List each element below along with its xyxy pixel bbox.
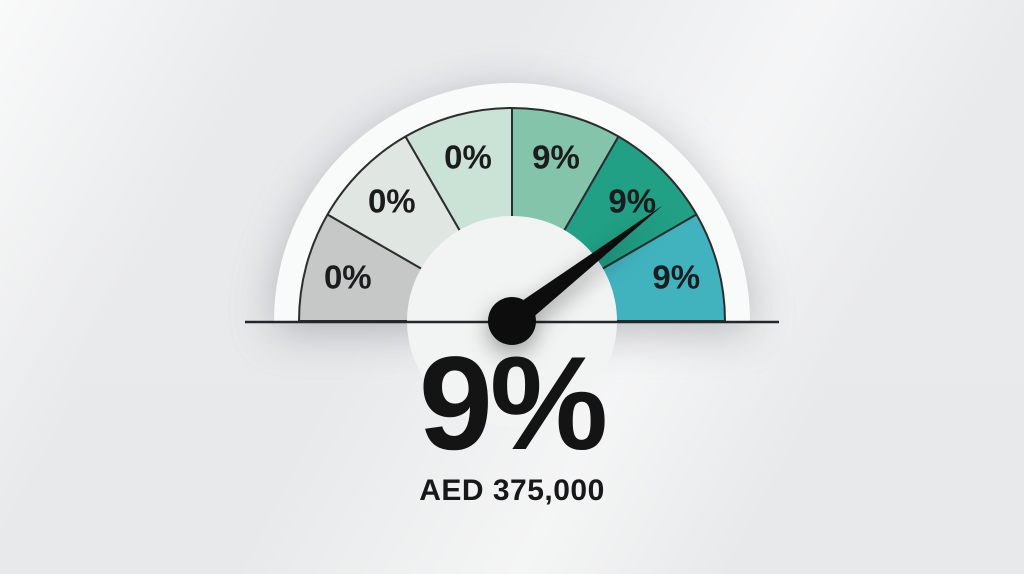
gauge-needle-hub — [488, 297, 536, 345]
tax-rate-value: 9% — [418, 330, 608, 478]
gauge-segment-label: 9% — [652, 259, 700, 296]
gauge-needle — [488, 205, 663, 345]
gauge-segment-label: 0% — [324, 259, 372, 296]
gauge-needle-pointer — [505, 205, 663, 330]
gauge-segment-label: 9% — [608, 182, 656, 219]
gauge-segment-label: 0% — [444, 138, 492, 175]
gauge-segment-label: 9% — [532, 138, 580, 175]
tax-threshold-value: AED 375,000 — [419, 474, 605, 507]
gauge-segment-label: 0% — [368, 182, 416, 219]
